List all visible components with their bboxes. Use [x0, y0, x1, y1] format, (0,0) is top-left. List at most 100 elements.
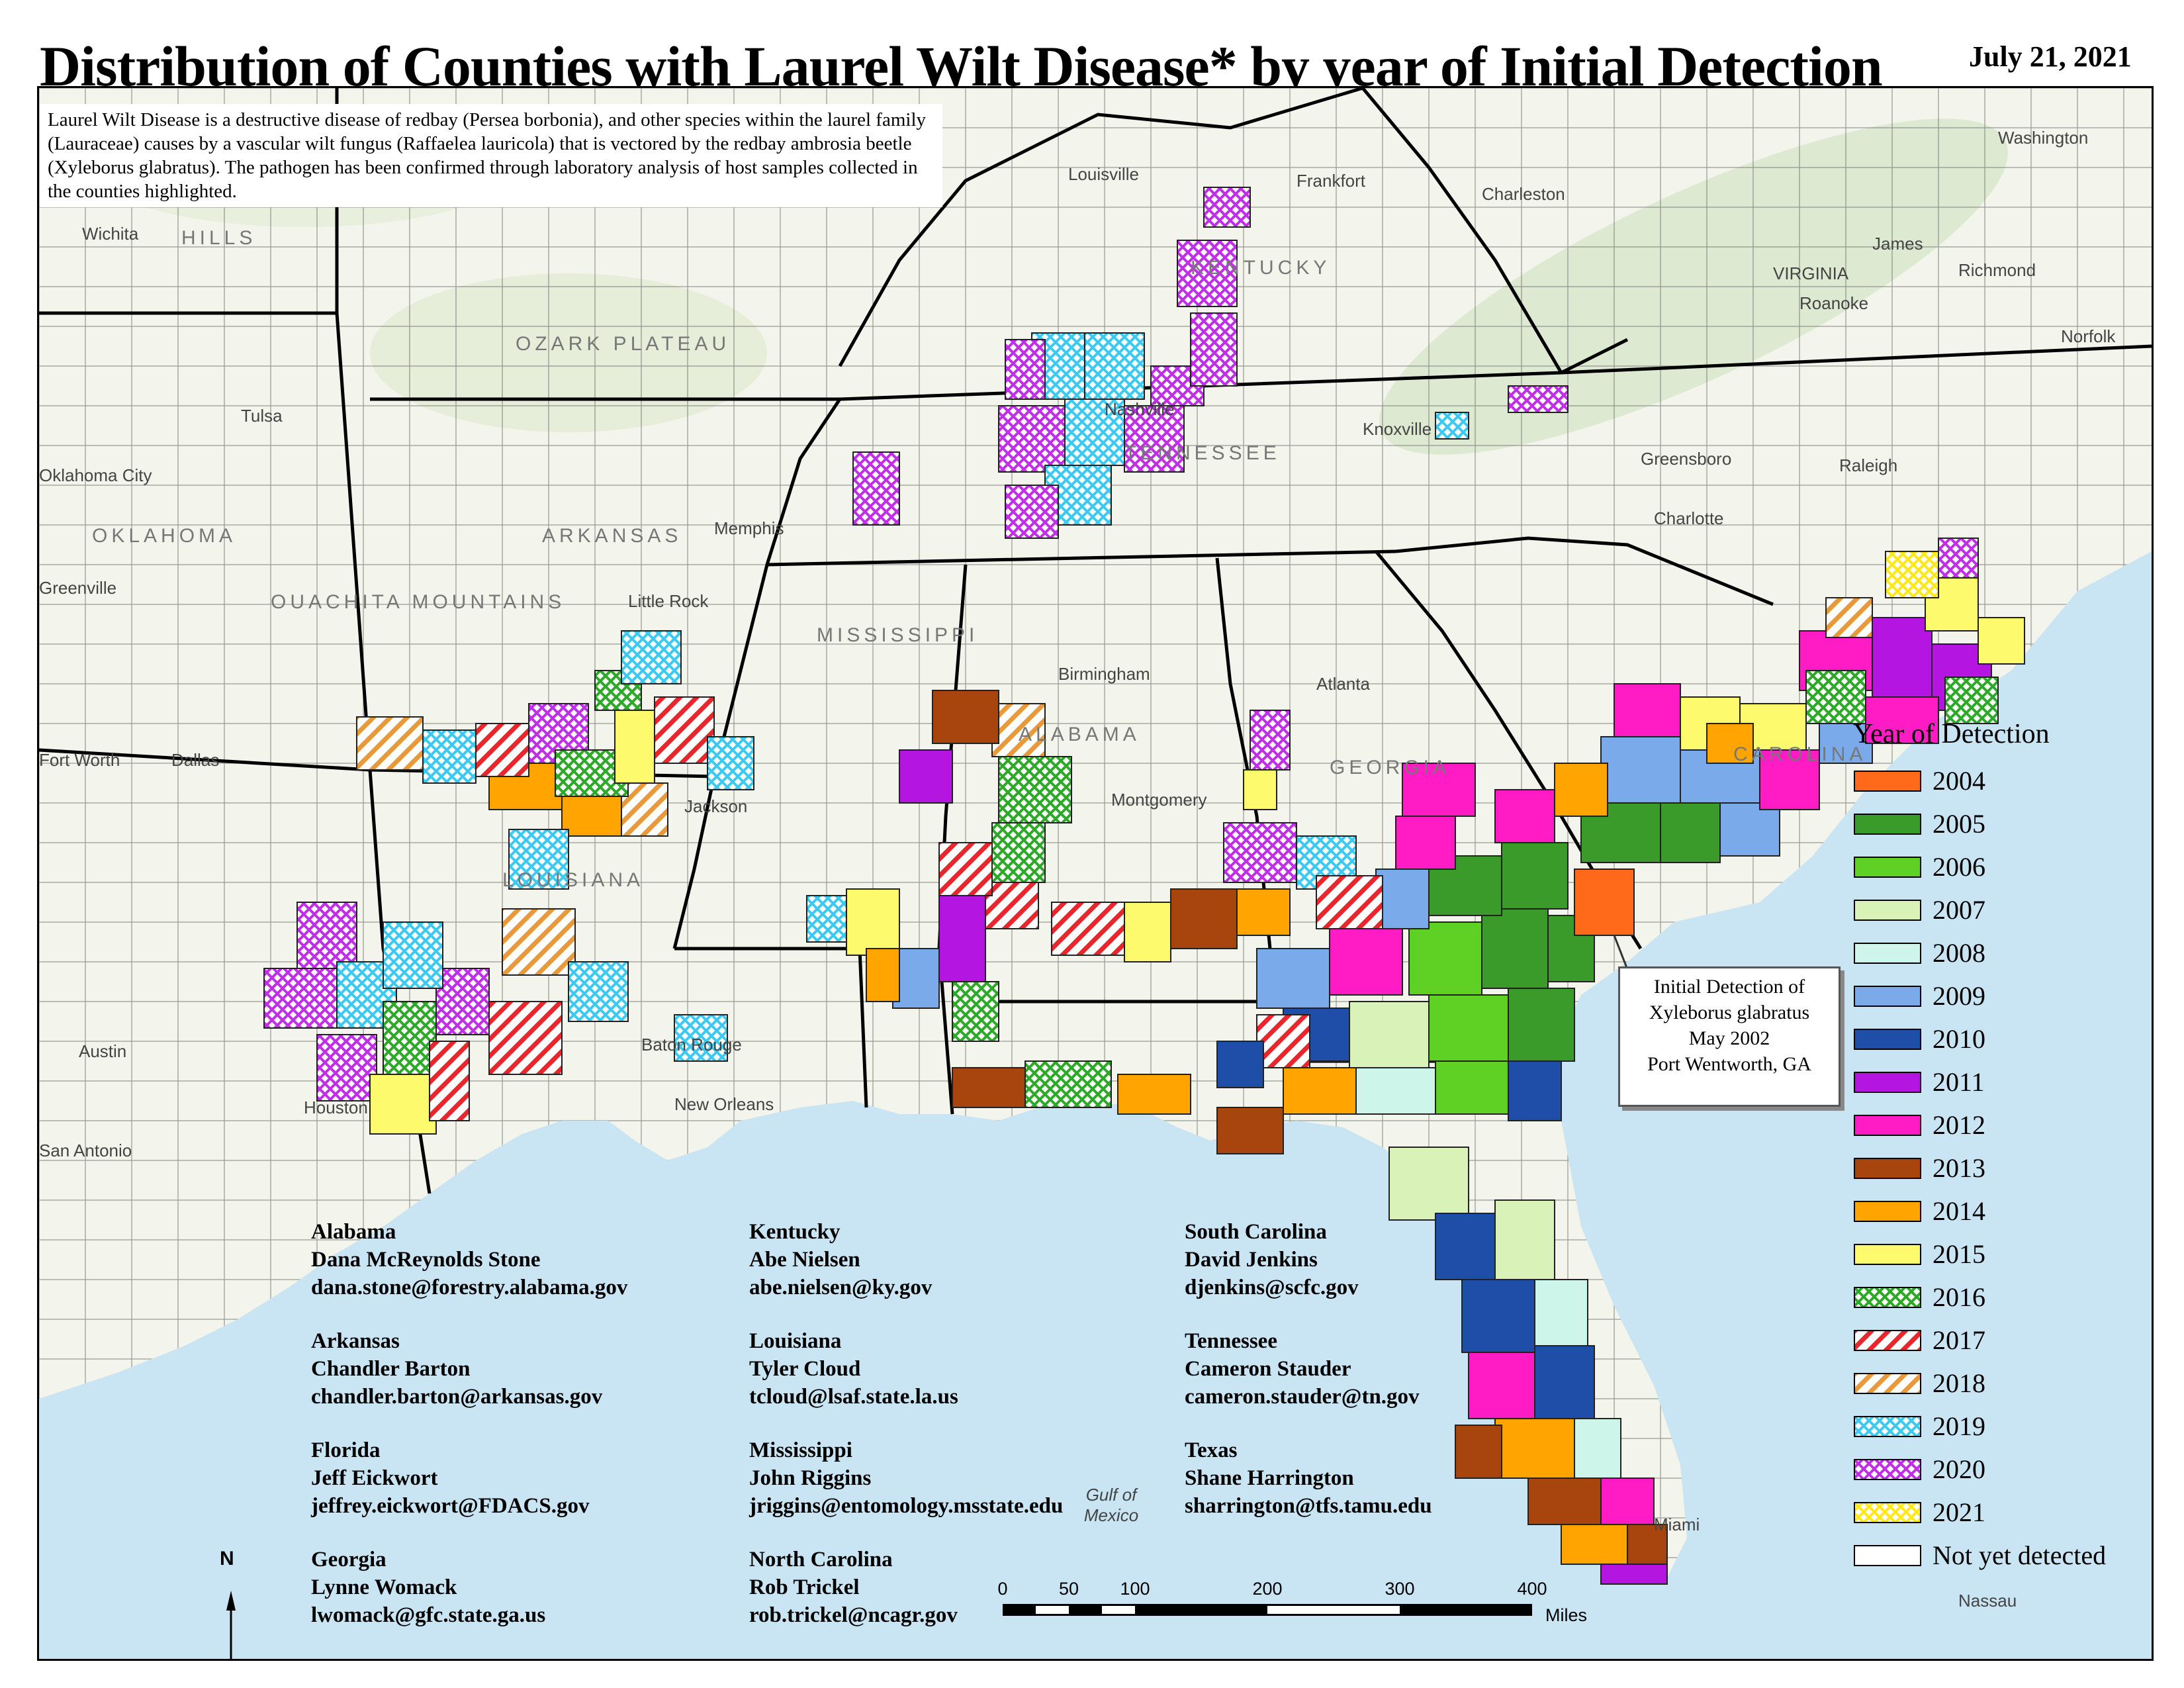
label-wichita: Wichita — [82, 224, 139, 244]
contact-email[interactable]: tcloud@lsaf.state.la.us — [749, 1385, 958, 1409]
label-little-rock: Little Rock — [628, 591, 709, 611]
legend-row: 2017 — [1853, 1319, 2158, 1362]
legend-swatch — [1854, 1458, 1921, 1480]
legend-label: 2009 — [1933, 981, 1985, 1011]
detected-counties — [263, 187, 2025, 1585]
legend-row: 2005 — [1853, 802, 2158, 845]
label-new-orleans: New Orleans — [674, 1094, 774, 1114]
label-louisville: Louisville — [1068, 164, 1139, 184]
label-norfolk: Norfolk — [2061, 326, 2116, 346]
contact-state: North Carolina — [749, 1548, 893, 1571]
contact-state: Alabama — [311, 1220, 396, 1244]
label-arkansas: ARKANSAS — [542, 525, 682, 547]
contact-state: Georgia — [311, 1548, 387, 1571]
label-raleigh: Raleigh — [1839, 455, 1898, 475]
label-virginia: VIRGINIA — [1773, 263, 1849, 283]
contact-person: Chandler Barton — [311, 1357, 471, 1381]
initial-detection-callout: Initial Detection of Xyleborus glabratus… — [1618, 966, 1841, 1107]
label-houston: Houston — [304, 1098, 368, 1117]
legend-label: 2007 — [1933, 895, 1985, 925]
legend-swatch — [1854, 1372, 1921, 1394]
label-austin: Austin — [79, 1041, 127, 1061]
legend-swatch — [1854, 899, 1921, 921]
legend-label: 2021 — [1933, 1497, 1985, 1527]
label-atlanta: Atlanta — [1316, 674, 1370, 694]
contact-person: Lynne Womack — [311, 1575, 457, 1599]
boundary-ky-north — [838, 88, 1363, 367]
label-carolina: CAROLINA — [1733, 743, 1867, 765]
north-label: N — [220, 1548, 234, 1570]
legend-label: 2013 — [1933, 1153, 1985, 1183]
legend-label: 2020 — [1933, 1454, 1985, 1484]
boundary-va-nc — [1561, 344, 2152, 375]
legend-label: 2004 — [1933, 766, 1985, 796]
scale-bar: 0 50 100 200 300 400 Miles — [996, 1579, 1587, 1625]
scale-tick: 400 — [1517, 1579, 1547, 1599]
contact-email[interactable]: cameron.stauder@tn.gov — [1185, 1385, 1420, 1409]
legend-label: 2019 — [1933, 1411, 1985, 1441]
label-charleston-wv: Charleston — [1482, 184, 1565, 204]
contact-person: Shane Harrington — [1185, 1466, 1354, 1490]
legend: Year of Detection 2004 2005 2006 2007 2008 20… — [1853, 718, 2158, 1577]
legend-row: 2012 — [1853, 1103, 2158, 1147]
scale-tick: 50 — [1058, 1579, 1079, 1599]
contact-email[interactable]: rob.trickel@ncagr.gov — [749, 1603, 958, 1627]
legend-row: 2004 — [1853, 759, 2158, 802]
label-washington: Washington — [1998, 128, 2089, 148]
legend-swatch — [1854, 1415, 1921, 1437]
label-greensboro: Greensboro — [1641, 449, 1732, 469]
contact-person: Rob Trickel — [749, 1575, 860, 1599]
legend-swatch — [1854, 942, 1921, 964]
contact-state: Arkansas — [311, 1329, 400, 1353]
legend-swatch — [1854, 1501, 1921, 1523]
contact-email[interactable]: sharrington@tfs.tamu.edu — [1185, 1494, 1432, 1518]
contact-email[interactable]: dana.stone@forestry.alabama.gov — [311, 1276, 628, 1299]
label-ozark: OZARK PLATEAU — [516, 333, 731, 355]
label-oklahoma: OKLAHOMA — [92, 525, 237, 547]
contact-state: South Carolina — [1185, 1220, 1327, 1244]
legend-label: Not yet detected — [1933, 1540, 2107, 1570]
contact-email[interactable]: jriggins@entomology.msstate.edu — [749, 1494, 1064, 1518]
legend-swatch — [1854, 1286, 1921, 1308]
label-charlotte: Charlotte — [1654, 508, 1724, 528]
contact-email[interactable]: djenkins@scfc.gov — [1185, 1276, 1359, 1299]
contact-person: John Riggins — [749, 1466, 872, 1490]
legend-swatch — [1854, 1329, 1921, 1351]
contact-email[interactable]: lwomack@gfc.state.ga.us — [311, 1603, 546, 1627]
legend-row: 2007 — [1853, 888, 2158, 931]
contact-email[interactable]: jeffrey.eickwort@FDACS.gov — [311, 1494, 590, 1518]
label-miami: Miami — [1654, 1515, 1700, 1534]
contact-person: Tyler Cloud — [749, 1357, 861, 1381]
legend-row: 2020 — [1853, 1448, 2158, 1491]
label-frankfort: Frankfort — [1297, 171, 1366, 191]
contact-email[interactable]: chandler.barton@arkansas.gov — [311, 1385, 603, 1409]
contact-alabama: Alabama Dana McReynolds Stone dana.stone… — [311, 1218, 721, 1301]
contact-state: Kentucky — [749, 1220, 841, 1244]
label-memphis: Memphis — [714, 518, 784, 538]
label-gulf: Gulf of Mexico — [1083, 1485, 1139, 1525]
legend-label: 2014 — [1933, 1196, 1985, 1226]
label-nassau: Nassau — [1958, 1591, 2017, 1611]
legend-rows: 2004 2005 2006 2007 2008 2009 2010 2011 2012 2013… — [1853, 759, 2158, 1577]
contact-email[interactable]: abe.nielsen@ky.gov — [749, 1276, 933, 1299]
label-hills: HILLS — [181, 227, 257, 249]
callout-line-2: Xyleborus glabratus — [1649, 1002, 1810, 1023]
legend-swatch — [1854, 856, 1921, 878]
north-arrow — [226, 1591, 236, 1659]
label-fort-worth: Fort Worth — [39, 750, 120, 770]
legend-swatch — [1854, 1200, 1921, 1222]
legend-row: 2021 — [1853, 1491, 2158, 1534]
legend-row: 2006 — [1853, 845, 2158, 888]
legend-title: Year of Detection — [1853, 719, 2050, 749]
label-greenville: Greenville — [39, 578, 117, 598]
legend-row: 2008 — [1853, 931, 2158, 974]
legend-swatch — [1854, 1243, 1921, 1265]
boundary-nc-sc — [1395, 536, 1774, 606]
legend-row: 2011 — [1853, 1060, 2158, 1103]
contact-north-carolina: North Carolina Rob Trickel rob.trickel@n… — [749, 1546, 1160, 1629]
legend-label: 2018 — [1933, 1368, 1985, 1398]
contact-south-carolina: South Carolina David Jenkins djenkins@sc… — [1185, 1218, 1595, 1301]
boundary-tn-south — [766, 549, 1396, 567]
legend-row: Not yet detected — [1853, 1534, 2158, 1577]
label-oklahoma-city: Oklahoma City — [39, 465, 152, 485]
